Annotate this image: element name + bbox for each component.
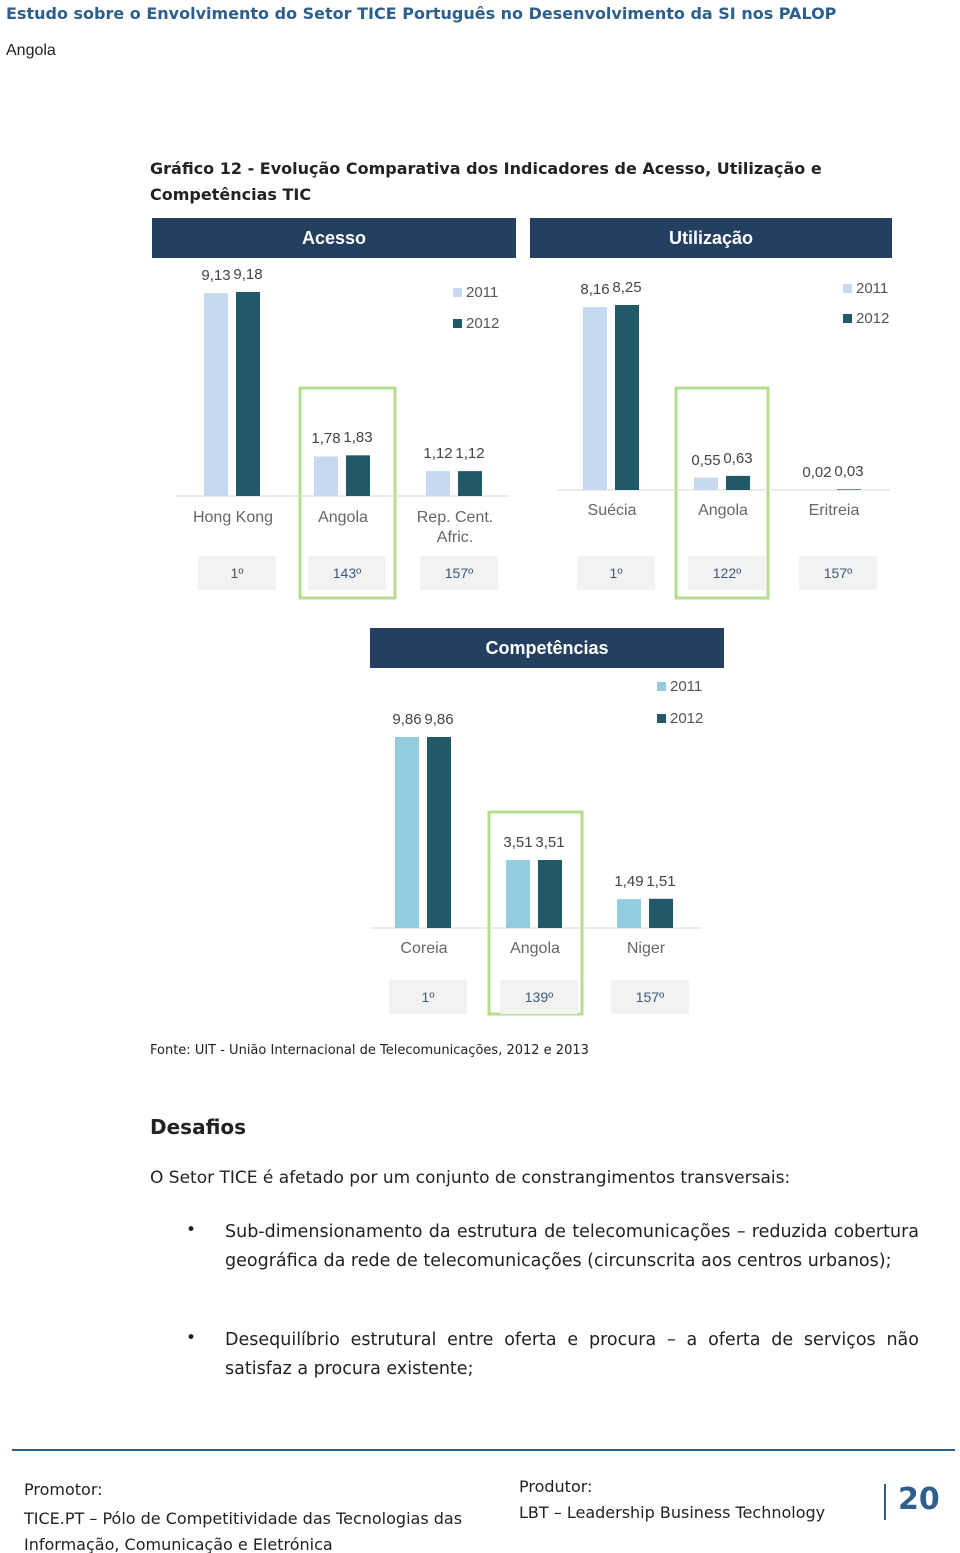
legend-entry: 2011 [843, 280, 888, 297]
category-label: Angola [698, 502, 748, 519]
legend-swatch [657, 682, 666, 691]
legend-label: 2012 [856, 310, 890, 327]
value-label: 1,51 [646, 872, 676, 890]
bullet: Sub-dimensionamento da estrutura de tele… [225, 1222, 919, 1271]
value-label: 8,25 [612, 279, 642, 296]
value-label: 0,55 [691, 451, 721, 469]
producer: LBT – Leadership Business Technology [519, 1503, 826, 1522]
promoter: TICE.PT – Pólo de Competitividade das Te… [24, 1509, 463, 1553]
panel-header: Competências [370, 628, 724, 668]
running-title: Estudo sobre o Envolvimento do Setor TIC… [6, 4, 837, 23]
bar [538, 860, 562, 928]
category-label: Angola [318, 509, 368, 526]
highlight-box [298, 386, 397, 600]
promoter-label: Promotor: [24, 1480, 103, 1499]
bar [583, 307, 607, 490]
bar [726, 475, 750, 490]
bullet-dot: • [186, 1220, 197, 1240]
bar [395, 737, 419, 928]
bar [204, 293, 228, 496]
legend-entry: 2012 [843, 310, 889, 327]
bar [694, 477, 718, 490]
rank-label: 143º [308, 556, 386, 590]
value-label: 1,12 [423, 445, 453, 463]
legend-entry: 2012 [453, 315, 499, 332]
value-label: 3,51 [535, 834, 565, 851]
bullet-dot: • [186, 1328, 197, 1348]
value-label: 1,49 [614, 873, 644, 891]
highlight-box [674, 386, 770, 600]
rank-label: 1º [389, 980, 467, 1014]
legend-swatch [843, 284, 852, 293]
value-label: 9,18 [233, 266, 263, 283]
legend-label: 2011 [466, 284, 499, 301]
legend-entry: 2011 [657, 678, 702, 695]
rank-label: 139º [500, 980, 578, 1014]
category-label: Rep. Cent. Afric. [416, 509, 494, 546]
producer-label: Produtor: [519, 1477, 593, 1496]
page-rule [884, 1484, 886, 1520]
legend-label: 2011 [670, 678, 703, 695]
value-label: 3,51 [503, 834, 533, 851]
category-label: Hong Kong [192, 509, 274, 526]
value-label: 8,16 [580, 281, 610, 299]
value-label: 9,86 [424, 711, 454, 728]
rank-label: 1º [577, 556, 655, 590]
section-heading: Desafios [150, 1115, 247, 1139]
value-label: 9,86 [392, 711, 422, 728]
bar [236, 292, 260, 496]
rank-label: 157º [799, 556, 877, 590]
bar [506, 860, 530, 928]
legend-entry: 2012 [657, 710, 703, 727]
bar [427, 737, 451, 928]
category-label: Suécia [587, 502, 637, 519]
intro: O Setor TICE é afetado por um conjunto d… [150, 1168, 791, 1188]
page-number: 20 [898, 1482, 940, 1517]
bar [615, 305, 639, 490]
category-label: Eritreia [808, 502, 860, 519]
bar [649, 898, 673, 928]
panel-header: Acesso [152, 218, 516, 258]
value-label: 0,63 [723, 449, 753, 467]
category-label: Angola [510, 940, 560, 957]
bar [617, 899, 641, 928]
bar [314, 456, 338, 496]
legend-label: 2011 [856, 280, 889, 297]
legend-entry: 2011 [453, 284, 498, 301]
bar [346, 455, 370, 496]
running-subtitle: Angola [6, 42, 56, 59]
bar [837, 489, 861, 490]
bar [458, 471, 482, 496]
rank-label: 157º [611, 980, 689, 1014]
value-label: 1,78 [311, 430, 341, 448]
rank-label: 157º [420, 556, 498, 590]
value-label: 1,83 [343, 429, 373, 447]
source: Fonte: UIT - União Internacional de Tele… [150, 1043, 589, 1058]
value-label: 0,02 [802, 463, 832, 481]
value-label: 1,12 [455, 445, 485, 463]
rank-label: 1º [198, 556, 276, 590]
footer-rule [12, 1449, 955, 1451]
bar [426, 471, 450, 496]
rank-label: 122º [688, 556, 766, 590]
highlight-box [487, 810, 584, 1016]
legend-swatch [453, 288, 462, 297]
bullet: Desequilíbrio estrutural entre oferta e … [225, 1330, 919, 1379]
category-label: Niger [626, 940, 666, 957]
value-label: 0,03 [834, 463, 864, 481]
legend-swatch [657, 714, 666, 723]
legend-swatch [843, 314, 852, 323]
panel-header: Utilização [530, 218, 892, 258]
value-label: 9,13 [201, 267, 231, 285]
legend-label: 2012 [466, 315, 500, 332]
legend-swatch [453, 319, 462, 328]
figure-title: Gráfico 12 - Evolução Comparativa dos In… [150, 159, 822, 204]
legend-label: 2012 [670, 710, 704, 727]
category-label: Coreia [400, 940, 448, 957]
